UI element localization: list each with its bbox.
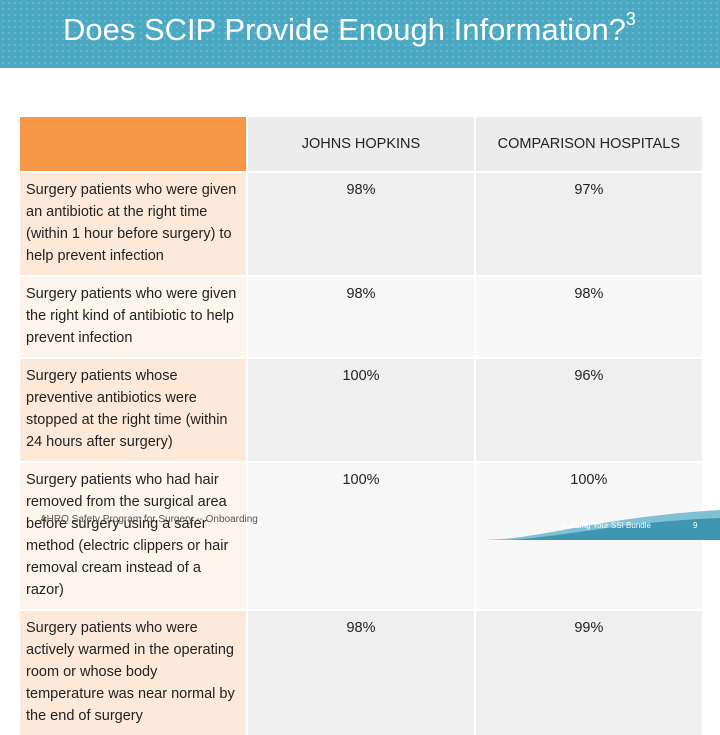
page-number: 9 <box>693 521 698 530</box>
johns-hopkins-value: 100% <box>246 357 475 462</box>
footer-program-text: AHRQ Safety Program for Surgery -- Onboa… <box>40 514 258 525</box>
comparison-value: 97% <box>473 171 702 276</box>
measure-cell: Surgery patients who were actively warme… <box>20 609 248 735</box>
column-header-comparison-hospitals: COMPARISON HOSPITALS <box>473 117 702 172</box>
johns-hopkins-value: 100% <box>246 461 475 610</box>
header-blank-cell <box>20 117 248 172</box>
table-row: Surgery patients who were given the righ… <box>20 275 702 358</box>
comparison-value: 99% <box>473 609 702 735</box>
title-bar: Does SCIP Provide Enough Information?3 <box>0 0 720 68</box>
table-row: Surgery patients whose preventive antibi… <box>20 357 702 462</box>
johns-hopkins-value: 98% <box>246 171 475 276</box>
comparison-value: 96% <box>473 357 702 462</box>
table-header-row: JOHNS HOPKINS COMPARISON HOSPITALS <box>20 117 702 172</box>
measure-cell: Surgery patients who were given the righ… <box>20 275 248 358</box>
measure-cell: Surgery patients who had hair removed fr… <box>20 461 248 610</box>
table-row: Surgery patients who were given an antib… <box>20 171 702 276</box>
slide-title: Does SCIP Provide Enough Information?3 <box>63 8 636 48</box>
johns-hopkins-value: 98% <box>246 609 475 735</box>
slide-title-text: Does SCIP Provide Enough Information? <box>63 12 626 47</box>
measure-cell: Surgery patients whose preventive antibi… <box>20 357 248 462</box>
footer-swoosh <box>480 510 720 540</box>
measure-cell: Surgery patients who were given an antib… <box>20 171 248 276</box>
footer-module-text: Building Your SSI Bundle <box>562 521 651 530</box>
comparison-value: 98% <box>473 275 702 358</box>
scip-comparison-table: JOHNS HOPKINS COMPARISON HOSPITALS Surge… <box>20 117 702 735</box>
title-footnote-marker: 3 <box>625 8 636 29</box>
johns-hopkins-value: 98% <box>246 275 475 358</box>
column-header-johns-hopkins: JOHNS HOPKINS <box>246 117 475 172</box>
table-row: Surgery patients who were actively warme… <box>20 609 702 735</box>
